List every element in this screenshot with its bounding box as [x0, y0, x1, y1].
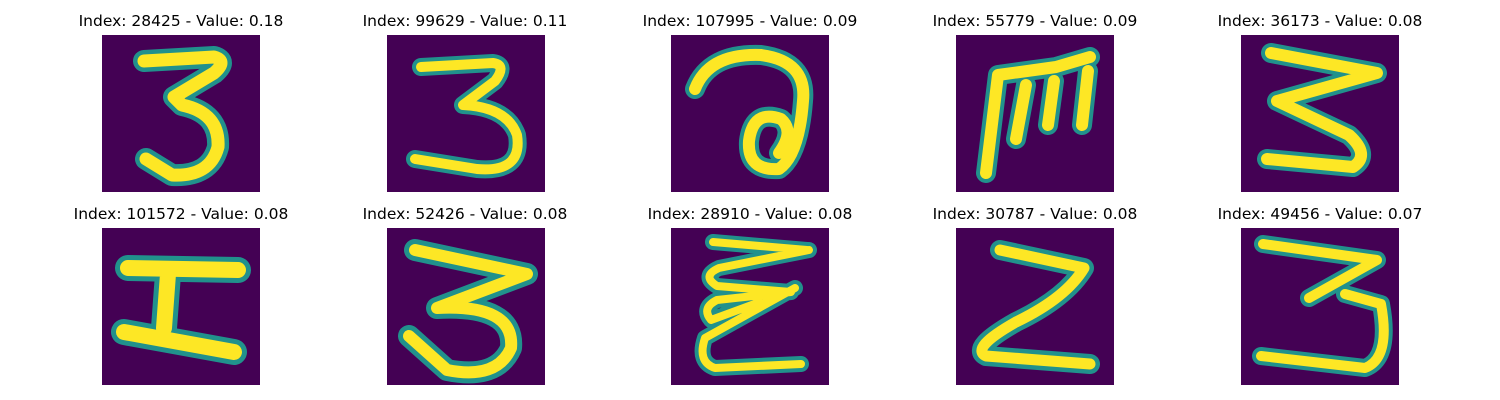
- panel-title: Index: 49456 - Value: 0.07: [1217, 205, 1423, 223]
- digit-image: [1241, 35, 1399, 192]
- panel-title: Index: 101572 - Value: 0.08: [73, 205, 289, 223]
- panel-title: Index: 28910 - Value: 0.08: [647, 205, 853, 223]
- panel-title: Index: 107995 - Value: 0.09: [642, 12, 858, 30]
- digit-image: [956, 228, 1114, 385]
- digit-image: [387, 35, 545, 192]
- panel-title: Index: 28425 - Value: 0.18: [78, 12, 284, 30]
- panel-title: Index: 99629 - Value: 0.11: [362, 12, 568, 30]
- panel-title: Index: 52426 - Value: 0.08: [362, 205, 568, 223]
- digit-image: [102, 228, 260, 385]
- digit-image: [671, 228, 829, 385]
- panel-title: Index: 36173 - Value: 0.08: [1217, 12, 1423, 30]
- panel-title: Index: 30787 - Value: 0.08: [932, 205, 1138, 223]
- panel-title: Index: 55779 - Value: 0.09: [932, 12, 1138, 30]
- digit-image: [671, 35, 829, 192]
- digit-image: [102, 35, 260, 192]
- digit-image: [1241, 228, 1399, 385]
- digit-image: [956, 35, 1114, 192]
- digit-image: [387, 228, 545, 385]
